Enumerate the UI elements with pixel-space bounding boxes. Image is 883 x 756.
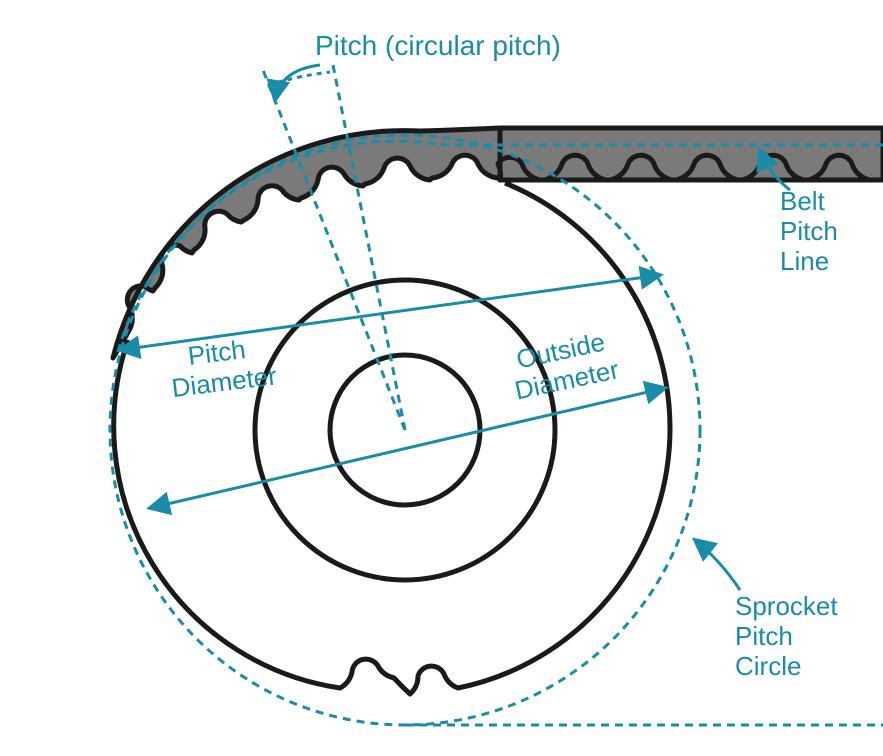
belt-pitch-line-label: Belt Pitch Line	[780, 186, 845, 276]
pitch-title-label: Pitch (circular pitch)	[315, 30, 561, 61]
sprocket-pitch-circle-label: Sprocket Pitch Circle	[735, 591, 845, 681]
sprocket-diagram: Pitch (circular pitch) Belt Pitch Line P…	[0, 0, 883, 756]
sprocket	[114, 183, 670, 694]
